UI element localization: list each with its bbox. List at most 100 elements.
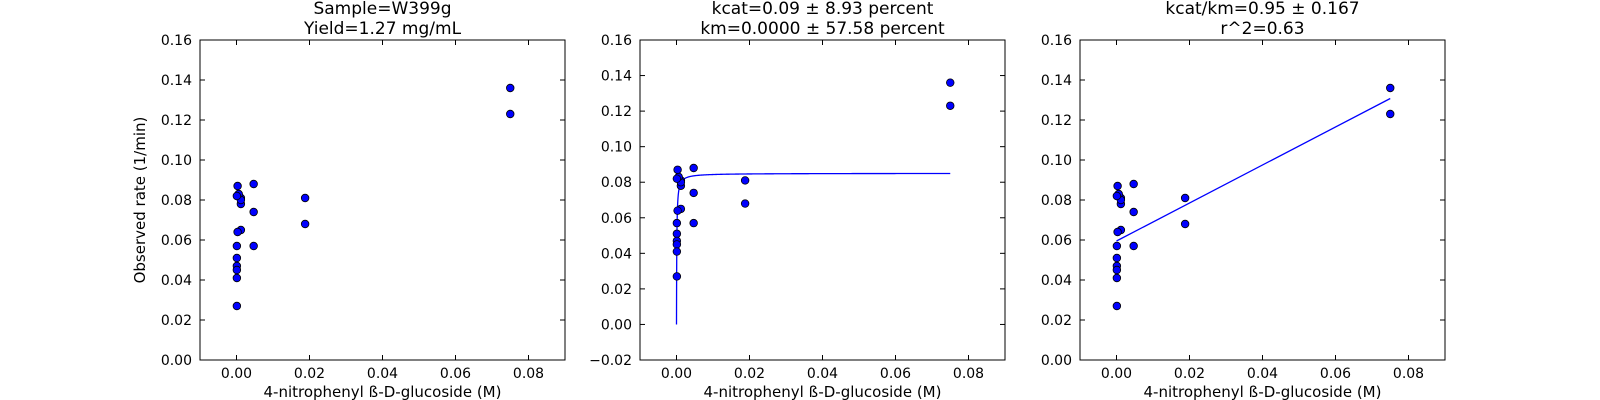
data-point: [689, 163, 698, 173]
plot-frame: [639, 39, 1006, 361]
y-tick-label: 0.00: [1041, 353, 1072, 369]
y-tick-label: 0.06: [161, 233, 192, 249]
data-point: [1386, 83, 1395, 93]
data-point: [1180, 219, 1190, 229]
x-tick-label: 0.06: [440, 366, 471, 382]
data-point: [232, 241, 242, 251]
data-point: [232, 265, 242, 275]
y-tick-label: 0.14: [161, 73, 192, 89]
y-tick-label: 0.00: [161, 353, 192, 369]
data-point: [1129, 241, 1138, 251]
x-tick-label: 0.04: [1247, 366, 1278, 382]
data-point: [232, 191, 242, 201]
data-point: [1112, 265, 1122, 275]
y-tick-label: 0.08: [161, 193, 192, 209]
x-axis-label: 4-nitrophenyl ß-D-glucoside (M): [1144, 383, 1382, 400]
data-point: [1112, 241, 1122, 251]
data-point: [740, 199, 750, 208]
data-point: [1129, 207, 1138, 217]
data-point: [249, 207, 258, 217]
y-tick-label: 0.10: [161, 153, 192, 169]
data-point: [300, 193, 310, 203]
y-tick-label: 0.12: [1041, 113, 1072, 129]
y-tick-label: 0.06: [601, 211, 632, 227]
x-tick-label: 0.00: [221, 366, 252, 382]
y-tick-label: 0.16: [161, 33, 192, 49]
data-point: [689, 218, 698, 228]
data-point: [506, 109, 515, 119]
x-axis-label: 4-nitrophenyl ß-D-glucoside (M): [264, 383, 502, 400]
fit-line: [1116, 97, 1391, 242]
chart-3: 0.00 0.02 0.04 0.06 0.08 0.00 0.02 0.04 0.06 0.08…: [1041, 0, 1446, 400]
data-point: [249, 241, 258, 251]
x-tick-label: 0.00: [1101, 366, 1132, 382]
data-point: [300, 219, 310, 229]
data-point: [232, 301, 242, 311]
data-point: [1180, 193, 1190, 203]
y-tick-label: 0.02: [601, 282, 632, 298]
data-point: [1112, 191, 1122, 201]
data-point: [249, 179, 258, 189]
x-axis-label: 4-nitrophenyl ß-D-glucoside (M): [704, 383, 942, 400]
data-point: [1113, 227, 1122, 237]
chart-title-line: Yield=1.27 mg/mL: [303, 19, 462, 39]
chart-2: 0.00 0.02 0.04 0.06 0.08 −0.02 0.00 0.02 0.04 0.0…: [589, 0, 1006, 400]
x-tick-label: 0.02: [734, 366, 765, 382]
y-tick-label: 0.04: [1041, 273, 1072, 289]
chart-title-line: km=0.0000 ± 57.58 percent: [700, 19, 945, 39]
x-tick-label: 0.04: [807, 366, 838, 382]
data-point: [672, 247, 682, 256]
x-tick-label: 0.06: [880, 366, 911, 382]
data-point: [232, 253, 242, 263]
y-tick-label: 0.04: [601, 246, 632, 262]
y-tick-label: 0.14: [601, 69, 632, 85]
data-point: [232, 273, 242, 283]
y-tick-label: 0.08: [601, 175, 632, 191]
y-tick-label: 0.16: [1041, 33, 1072, 49]
y-tick-label: 0.10: [1041, 153, 1072, 169]
chart-title-line: kcat=0.09 ± 8.93 percent: [712, 0, 934, 19]
y-tick-label: 0.06: [1041, 233, 1072, 249]
y-tick-label: 0.02: [1041, 313, 1072, 329]
data-point: [1386, 109, 1395, 119]
x-tick-label: 0.02: [1174, 366, 1205, 382]
y-axis-label: Observed rate (1/min): [131, 117, 149, 284]
data-point: [740, 176, 750, 185]
y-tick-label: 0.00: [601, 317, 632, 333]
data-point: [689, 188, 698, 198]
chart-title-line: Sample=W399g: [313, 0, 451, 19]
x-tick-label: 0.06: [1320, 366, 1351, 382]
data-point: [1112, 253, 1122, 263]
y-tick-label: −0.02: [589, 353, 632, 369]
y-tick-label: 0.10: [601, 140, 632, 156]
x-tick-label: 0.08: [953, 366, 984, 382]
x-tick-label: 0.04: [367, 366, 398, 382]
y-tick-label: 0.14: [1041, 73, 1072, 89]
data-point: [233, 181, 242, 191]
data-point: [506, 83, 515, 93]
data-point: [233, 227, 242, 237]
y-tick-label: 0.04: [161, 273, 192, 289]
data-point: [672, 272, 682, 281]
data-point: [946, 101, 955, 110]
data-point: [672, 229, 682, 238]
fit-line: [675, 172, 951, 325]
data-point: [672, 174, 682, 183]
y-tick-label: 0.12: [601, 104, 632, 120]
y-tick-label: 0.16: [601, 33, 632, 49]
data-point: [672, 240, 682, 249]
data-point: [672, 218, 682, 228]
data-point: [673, 206, 682, 215]
data-point: [1112, 301, 1122, 311]
data-point: [1112, 273, 1122, 283]
chart-title-line: r^2=0.63: [1220, 19, 1304, 39]
y-tick-label: 0.02: [161, 313, 192, 329]
data-point: [946, 78, 955, 87]
data-point: [1113, 181, 1122, 191]
x-tick-label: 0.02: [294, 366, 325, 382]
data-point: [673, 165, 682, 174]
y-tick-label: 0.12: [161, 113, 192, 129]
y-tick-label: 0.08: [1041, 193, 1072, 209]
x-tick-label: 0.00: [661, 366, 692, 382]
